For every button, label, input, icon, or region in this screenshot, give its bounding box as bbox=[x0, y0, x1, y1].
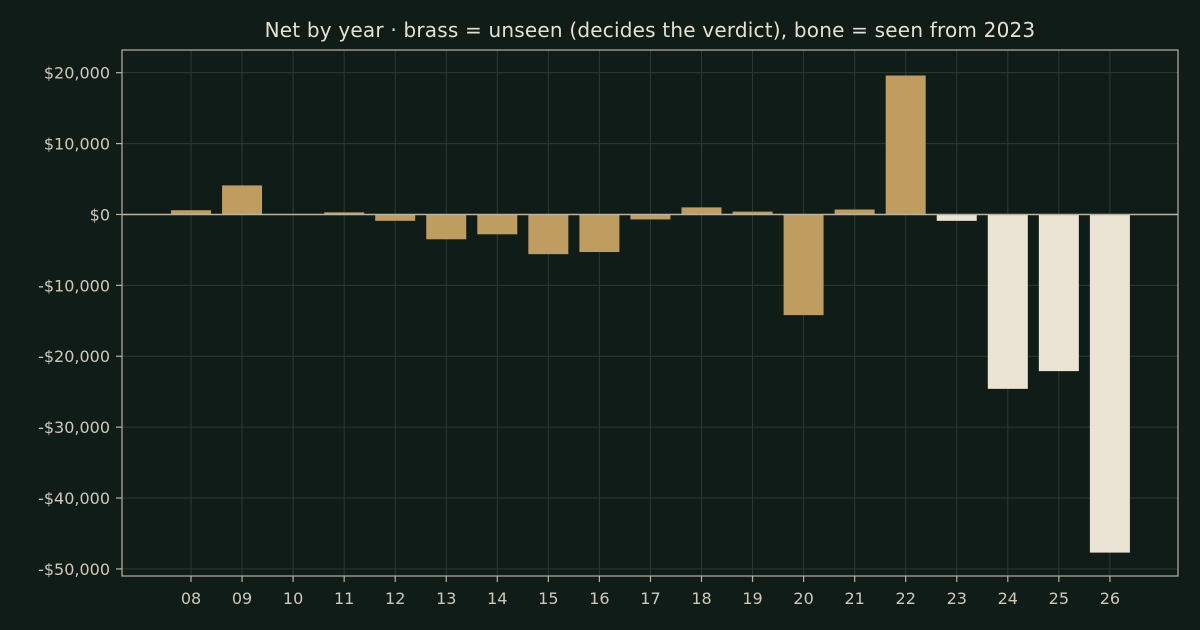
x-tick-label: 23 bbox=[947, 589, 967, 608]
x-tick-label: 22 bbox=[896, 589, 916, 608]
x-tick-label: 24 bbox=[998, 589, 1018, 608]
bar-24 bbox=[987, 214, 1028, 389]
bar-11 bbox=[324, 212, 365, 215]
bar-14 bbox=[477, 214, 518, 235]
bar-25 bbox=[1038, 214, 1079, 372]
bar-20 bbox=[783, 214, 824, 316]
bar-23 bbox=[936, 214, 977, 221]
x-tick-label: 08 bbox=[181, 589, 201, 608]
x-tick-label: 21 bbox=[844, 589, 864, 608]
y-tick-label: -$40,000 bbox=[38, 489, 110, 508]
x-tick-label: 26 bbox=[1100, 589, 1120, 608]
bar-08 bbox=[171, 210, 211, 215]
x-tick-label: 09 bbox=[232, 589, 252, 608]
x-tick-label: 20 bbox=[793, 589, 813, 608]
bar-15 bbox=[528, 214, 569, 255]
y-tick-label: -$30,000 bbox=[38, 418, 110, 437]
x-tick-label: 12 bbox=[385, 589, 405, 608]
bar-18 bbox=[681, 207, 722, 215]
y-tick-label: $20,000 bbox=[44, 64, 110, 83]
bar-16 bbox=[579, 214, 620, 253]
bar-09 bbox=[222, 185, 263, 215]
bar-22 bbox=[885, 75, 926, 215]
bar-17 bbox=[630, 214, 671, 220]
y-tick-label: -$20,000 bbox=[38, 347, 110, 366]
chart-title: Net by year · brass = unseen (decides th… bbox=[264, 18, 1036, 42]
y-tick-label: $10,000 bbox=[44, 135, 110, 154]
y-tick-label: -$10,000 bbox=[38, 276, 110, 295]
x-tick-label: 25 bbox=[1049, 589, 1069, 608]
bar-13 bbox=[426, 214, 467, 240]
x-tick-label: 10 bbox=[283, 589, 303, 608]
y-tick-label: -$50,000 bbox=[38, 560, 110, 579]
x-tick-label: 18 bbox=[691, 589, 711, 608]
x-tick-label: 15 bbox=[538, 589, 558, 608]
x-tick-label: 11 bbox=[334, 589, 354, 608]
bar-26 bbox=[1089, 214, 1130, 553]
bar-12 bbox=[375, 214, 416, 221]
x-tick-label: 14 bbox=[487, 589, 507, 608]
x-tick-label: 17 bbox=[640, 589, 660, 608]
x-tick-label: 16 bbox=[589, 589, 609, 608]
y-tick-label: $0 bbox=[90, 205, 110, 224]
bar-19 bbox=[732, 211, 773, 215]
bar-21 bbox=[834, 209, 875, 215]
x-tick-label: 13 bbox=[436, 589, 456, 608]
x-tick-label: 19 bbox=[742, 589, 762, 608]
